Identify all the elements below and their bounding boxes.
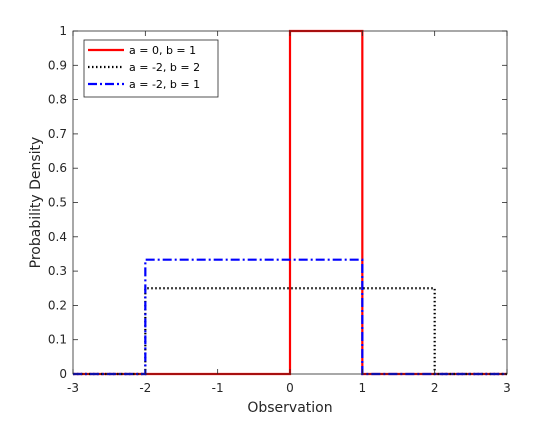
tick-labels-layer: -3 -2 -1 0 1 2 3 0 0.1 0.2 0.3 0.4 0.5 0.6 0.7 0.8 0.9 1: [48, 24, 511, 395]
legend-label-2: a = -2, b = 2: [129, 61, 200, 74]
y-tick-label: 0.1: [48, 333, 67, 347]
y-tick-label: 0.7: [48, 127, 67, 141]
y-tick-label: 1: [59, 24, 67, 38]
y-tick-label: 0.3: [48, 264, 67, 278]
x-axis-label: Observation: [247, 400, 332, 416]
series-line-3: [73, 258, 507, 376]
y-tick-label: 0.8: [48, 93, 67, 107]
y-axis-label: Probability Density: [28, 137, 44, 269]
y-tick-label: 0: [59, 367, 67, 381]
x-tick-label: 0: [286, 381, 294, 395]
ticks-layer: [72, 30, 508, 375]
y-tick-label: 0.2: [48, 298, 67, 312]
x-tick-label: -2: [139, 381, 151, 395]
x-tick-label: 3: [503, 381, 511, 395]
x-tick-label: 1: [359, 381, 367, 395]
y-tick-label: 0.9: [48, 58, 67, 72]
legend-items: a = 0, b = 1 a = -2, b = 2 a = -2, b = 1: [88, 44, 200, 91]
y-tick-label: 0.4: [48, 230, 67, 244]
x-tick-label: -1: [212, 381, 224, 395]
x-tick-label: 2: [431, 381, 439, 395]
legend: a = 0, b = 1 a = -2, b = 2 a = -2, b = 1: [83, 39, 219, 98]
legend-label-3: a = -2, b = 1: [129, 78, 200, 91]
y-tick-label: 0.6: [48, 161, 67, 175]
legend-label-1: a = 0, b = 1: [129, 44, 196, 57]
y-tick-label: 0.5: [48, 196, 67, 210]
x-tick-label: -3: [67, 381, 79, 395]
